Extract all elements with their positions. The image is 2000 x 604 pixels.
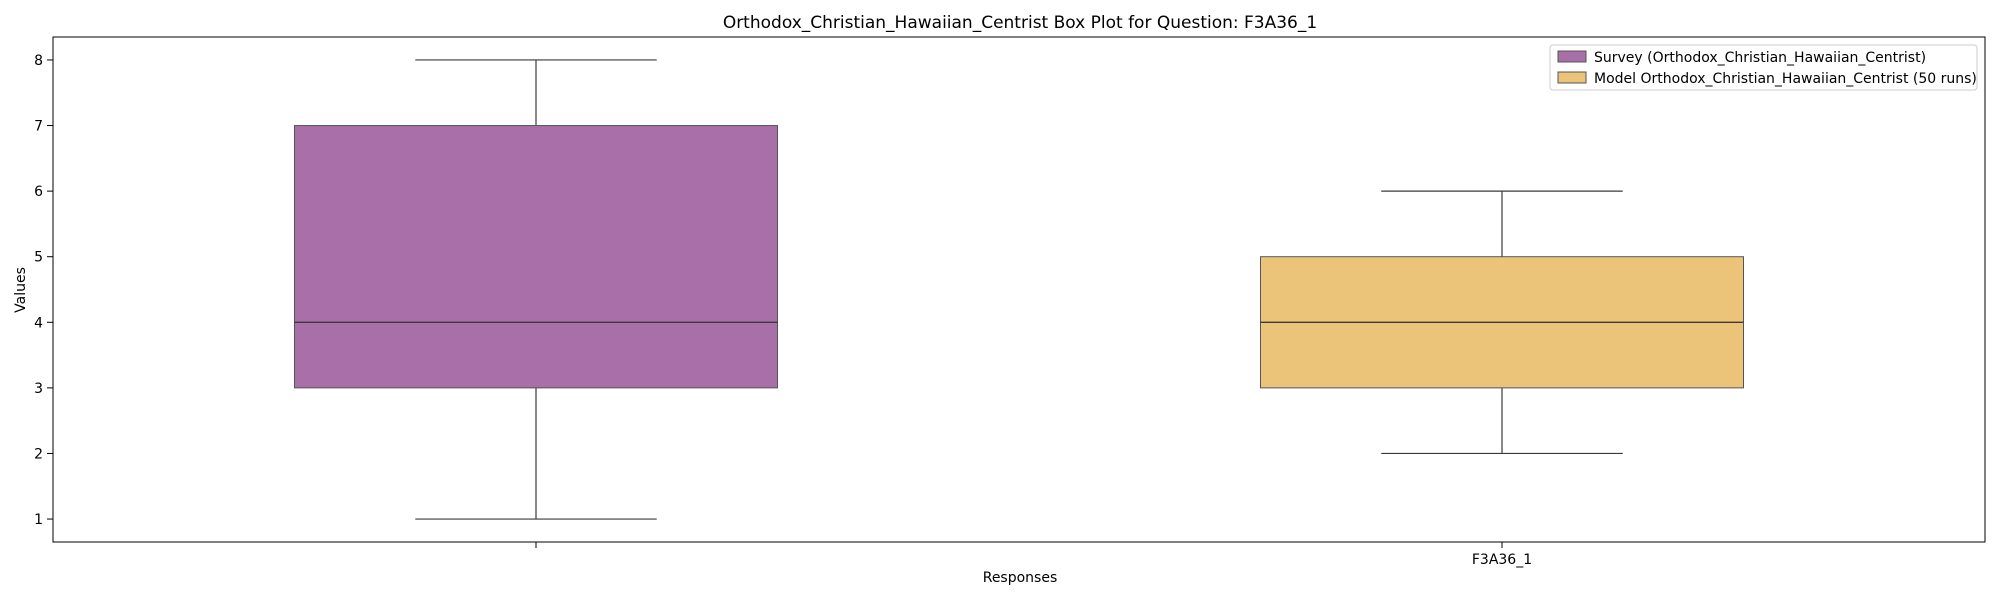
y-tick-label: 2 xyxy=(34,446,43,462)
legend-label: Model Orthodox_Christian_Hawaiian_Centri… xyxy=(1594,71,1977,87)
y-tick-label: 4 xyxy=(34,315,43,331)
y-tick-label: 1 xyxy=(34,512,43,528)
plot-frame xyxy=(52,36,1986,543)
y-tick-label: 8 xyxy=(34,53,43,69)
x-tick-label: F3A36_1 xyxy=(1472,552,1532,568)
legend-label: Survey (Orthodox_Christian_Hawaiian_Cent… xyxy=(1594,50,1926,66)
y-axis-label: Values xyxy=(13,267,29,313)
x-axis-label: Responses xyxy=(983,570,1058,586)
box-model xyxy=(1260,190,1744,455)
legend: Survey (Orthodox_Christian_Hawaiian_Cent… xyxy=(1549,44,1978,91)
y-tick-label: 3 xyxy=(34,381,43,397)
y-tick-label: 5 xyxy=(34,250,43,266)
legend-swatch xyxy=(1557,50,1587,63)
iqr-box xyxy=(294,125,778,389)
y-tick-label: 6 xyxy=(34,184,43,200)
plot-area: 1 2 3 4 5 6 7 8 F3A36_1 xyxy=(34,53,1744,568)
legend-box xyxy=(1549,44,1978,91)
chart-title: Orthodox_Christian_Hawaiian_Centrist Box… xyxy=(723,13,1317,33)
legend-swatch xyxy=(1557,71,1587,84)
box-survey xyxy=(294,59,778,520)
y-tick-label: 7 xyxy=(34,119,43,135)
